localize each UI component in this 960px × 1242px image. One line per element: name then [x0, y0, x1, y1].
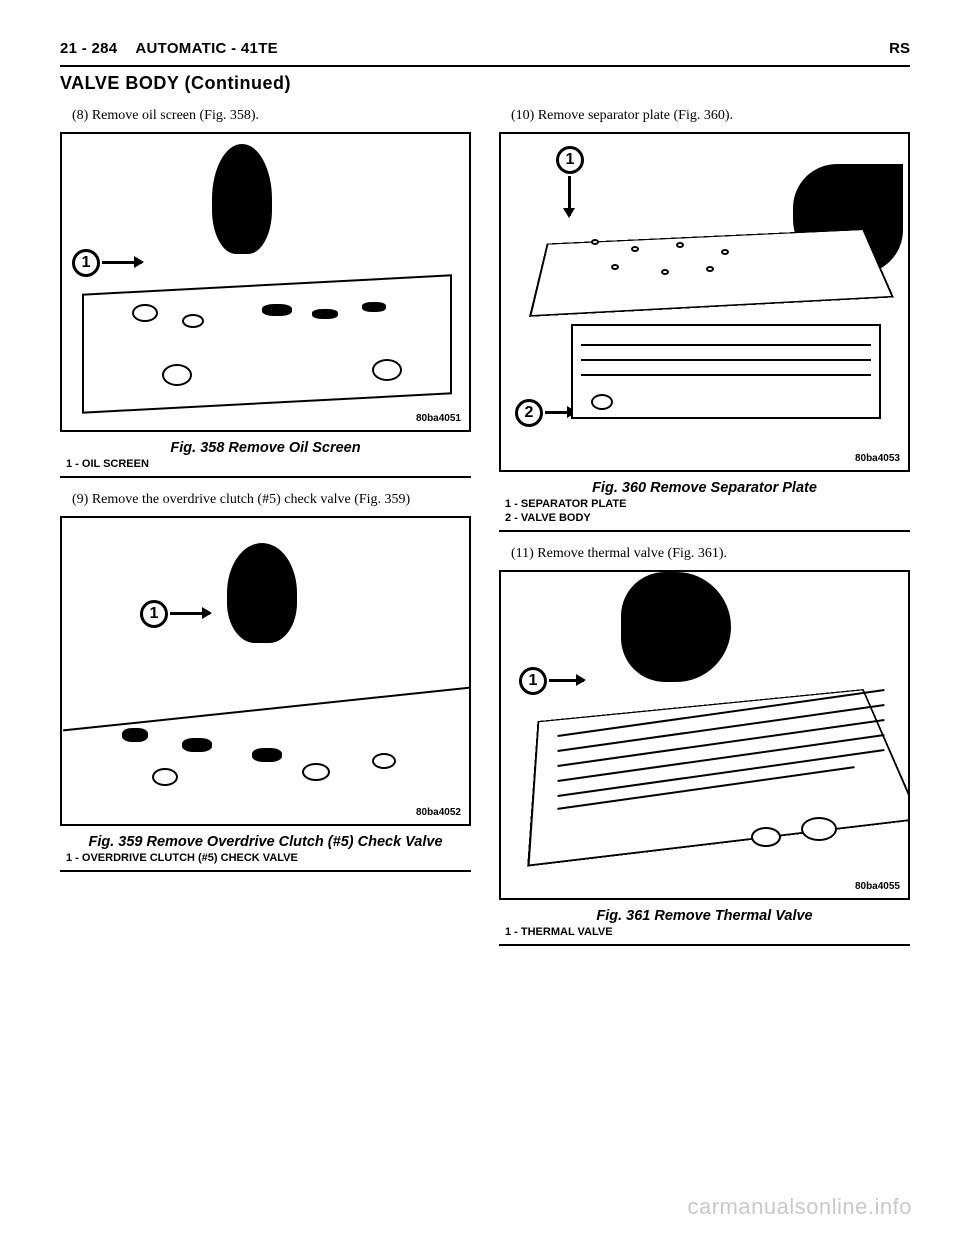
hole-icon: [182, 314, 204, 328]
hatch-line: [581, 359, 871, 361]
figure-360-legend-2: 2 - VALVE BODY: [505, 512, 910, 524]
callout-1-circle: 1: [556, 146, 584, 174]
hole-icon: [162, 364, 192, 386]
slot-icon: [252, 748, 282, 762]
figure-358-image: 1 80ba4051: [60, 132, 471, 432]
hole-icon: [661, 269, 669, 275]
figure-359: 1 80ba4052 Fig. 359 Remove Overdrive Clu…: [60, 516, 471, 872]
section-title: VALVE BODY (Continued): [60, 73, 910, 94]
slot-icon: [262, 304, 292, 316]
valve-body-outline: [571, 324, 881, 419]
hole-icon: [591, 239, 599, 245]
hand-icon: [227, 543, 297, 643]
legend-rule: [499, 530, 910, 532]
hole-icon: [631, 246, 639, 252]
step-8-text: (8) Remove oil screen (Fig. 358).: [72, 108, 471, 124]
step-10-text: (10) Remove separator plate (Fig. 360).: [511, 108, 910, 124]
hole-icon: [152, 768, 178, 786]
hole-icon: [372, 359, 402, 381]
hole-icon: [372, 753, 396, 769]
two-column-layout: (8) Remove oil screen (Fig. 358). 1 80ba…: [60, 104, 910, 960]
hole-icon: [132, 304, 158, 322]
figure-358-legend-1: 1 - OIL SCREEN: [66, 458, 471, 470]
callout-arrow: [170, 612, 210, 615]
hole-icon: [801, 817, 837, 841]
hatch-line: [581, 374, 871, 376]
page-number: 21 - 284: [60, 40, 117, 57]
hand-icon: [212, 144, 272, 254]
figure-358: 1 80ba4051 Fig. 358 Remove Oil Screen 1 …: [60, 132, 471, 478]
figure-358-caption: Fig. 358 Remove Oil Screen: [60, 440, 471, 456]
callout-arrow: [568, 176, 571, 216]
header-left: 21 - 284 AUTOMATIC - 41TE: [60, 40, 278, 57]
callout-1-circle: 1: [519, 667, 547, 695]
slot-icon: [312, 309, 338, 319]
slot-icon: [122, 728, 148, 742]
hole-icon: [721, 249, 729, 255]
legend-rule: [499, 944, 910, 946]
page-header: 21 - 284 AUTOMATIC - 41TE RS: [60, 40, 910, 57]
right-column: (10) Remove separator plate (Fig. 360). …: [499, 104, 910, 960]
hole-icon: [611, 264, 619, 270]
figure-361-image: 1 80ba4055: [499, 570, 910, 900]
figure-360: 1 2 80ba4053: [499, 132, 910, 532]
edge-line: [63, 687, 471, 732]
left-column: (8) Remove oil screen (Fig. 358). 1 80ba…: [60, 104, 471, 960]
figure-code: 80ba4052: [416, 807, 461, 818]
hand-icon: [621, 572, 731, 682]
figure-361: 1 80ba4055 Fig. 361 Remove Thermal Valve…: [499, 570, 910, 946]
hole-icon: [676, 242, 684, 248]
hole-icon: [706, 266, 714, 272]
slot-icon: [182, 738, 212, 752]
doc-code: RS: [889, 40, 910, 57]
hole-icon: [751, 827, 781, 847]
header-rule: [60, 65, 910, 67]
step-11-text: (11) Remove thermal valve (Fig. 361).: [511, 546, 910, 562]
figure-359-caption: Fig. 359 Remove Overdrive Clutch (#5) Ch…: [60, 834, 471, 850]
chapter-title: AUTOMATIC - 41TE: [135, 40, 278, 57]
callout-2-circle: 2: [515, 399, 543, 427]
hole-icon: [302, 763, 330, 781]
figure-361-caption: Fig. 361 Remove Thermal Valve: [499, 908, 910, 924]
figure-361-legend-1: 1 - THERMAL VALVE: [505, 926, 910, 938]
figure-360-caption: Fig. 360 Remove Separator Plate: [499, 480, 910, 496]
figure-code: 80ba4051: [416, 413, 461, 424]
callout-arrow: [549, 679, 584, 682]
callout-1-circle: 1: [72, 249, 100, 277]
valve-body-outline: [82, 274, 452, 413]
hole-icon: [591, 394, 613, 410]
step-9-text: (9) Remove the overdrive clutch (#5) che…: [72, 492, 471, 508]
figure-code: 80ba4053: [855, 453, 900, 464]
slot-icon: [362, 302, 386, 312]
figure-359-legend-1: 1 - OVERDRIVE CLUTCH (#5) CHECK VALVE: [66, 852, 471, 864]
figure-360-image: 1 2 80ba4053: [499, 132, 910, 472]
callout-arrow: [102, 261, 142, 264]
watermark-text: carmanualsonline.info: [687, 1194, 912, 1220]
separator-plate-outline: [529, 229, 894, 317]
legend-rule: [60, 476, 471, 478]
hatch-line: [581, 344, 871, 346]
legend-rule: [60, 870, 471, 872]
figure-code: 80ba4055: [855, 881, 900, 892]
callout-1-circle: 1: [140, 600, 168, 628]
figure-359-image: 1 80ba4052: [60, 516, 471, 826]
figure-360-legend-1: 1 - SEPARATOR PLATE: [505, 498, 910, 510]
